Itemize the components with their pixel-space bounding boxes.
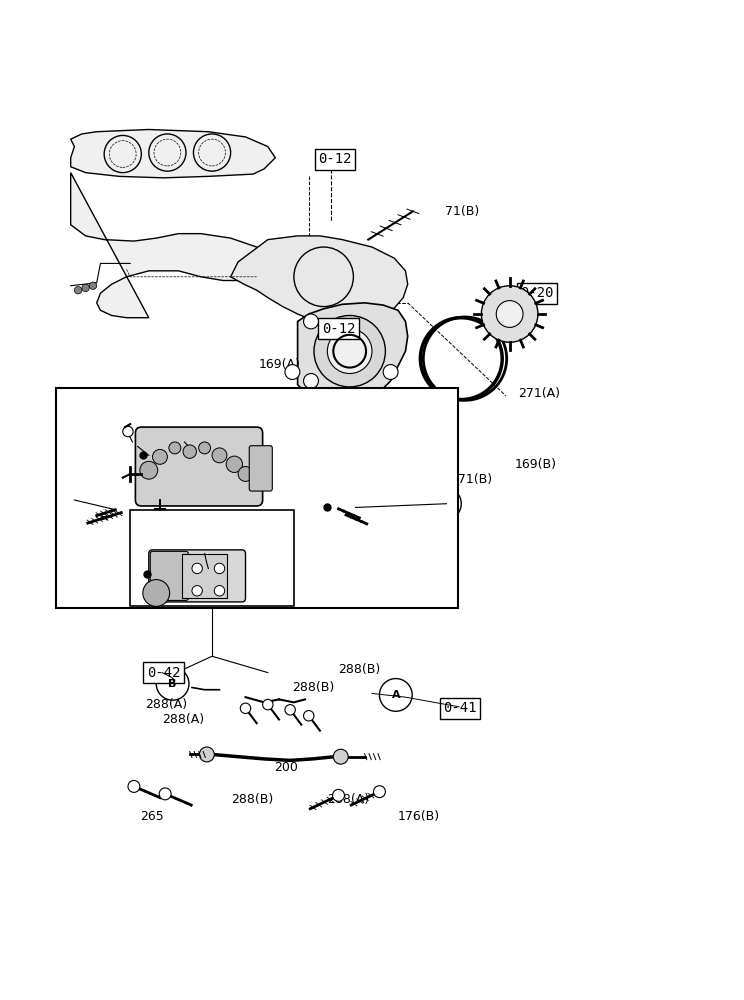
Circle shape xyxy=(226,456,243,472)
Circle shape xyxy=(373,786,385,798)
Text: 265: 265 xyxy=(140,810,164,823)
PathPatch shape xyxy=(71,173,279,318)
Circle shape xyxy=(314,315,385,387)
PathPatch shape xyxy=(231,236,408,323)
Text: 0-20: 0-20 xyxy=(520,286,554,300)
Circle shape xyxy=(153,449,167,464)
Circle shape xyxy=(304,374,318,388)
Circle shape xyxy=(192,563,202,574)
Circle shape xyxy=(214,563,225,574)
Circle shape xyxy=(192,586,202,596)
Circle shape xyxy=(169,442,181,454)
Text: 169(B): 169(B) xyxy=(515,458,557,471)
Text: 288(B): 288(B) xyxy=(339,663,381,676)
Text: 205: 205 xyxy=(289,486,312,499)
Circle shape xyxy=(304,314,318,329)
FancyBboxPatch shape xyxy=(130,510,294,606)
Circle shape xyxy=(123,426,133,437)
Text: 176(B): 176(B) xyxy=(398,810,440,823)
Text: A: A xyxy=(391,690,400,700)
Text: 288(B): 288(B) xyxy=(231,793,273,806)
Text: 271(B): 271(B) xyxy=(450,473,493,486)
Circle shape xyxy=(327,329,372,374)
Circle shape xyxy=(199,442,211,454)
Text: 0-12: 0-12 xyxy=(321,322,356,336)
Circle shape xyxy=(481,286,538,342)
Circle shape xyxy=(82,284,89,292)
FancyBboxPatch shape xyxy=(56,388,458,608)
Circle shape xyxy=(214,586,225,596)
Circle shape xyxy=(128,780,140,792)
Text: 0-42: 0-42 xyxy=(147,666,181,680)
Text: 0-12: 0-12 xyxy=(318,152,352,166)
Text: A: A xyxy=(72,496,81,506)
Circle shape xyxy=(263,699,273,710)
FancyBboxPatch shape xyxy=(135,427,263,506)
Circle shape xyxy=(74,286,82,294)
Circle shape xyxy=(240,703,251,714)
Circle shape xyxy=(140,461,158,479)
Text: 0-41: 0-41 xyxy=(443,701,477,715)
Circle shape xyxy=(183,445,196,458)
Circle shape xyxy=(89,282,97,289)
Circle shape xyxy=(496,301,523,327)
Text: 169(A): 169(A) xyxy=(259,358,301,371)
Text: 288(B): 288(B) xyxy=(292,681,334,694)
Text: 288(A): 288(A) xyxy=(327,793,370,806)
FancyBboxPatch shape xyxy=(149,550,246,602)
Circle shape xyxy=(143,580,170,606)
Circle shape xyxy=(285,705,295,715)
Text: 71(B): 71(B) xyxy=(445,205,479,218)
Text: 288(A): 288(A) xyxy=(162,713,205,726)
Text: 200: 200 xyxy=(274,761,298,774)
Text: B: B xyxy=(440,499,449,509)
Text: B: B xyxy=(168,679,177,689)
Circle shape xyxy=(238,467,253,481)
Circle shape xyxy=(212,448,227,463)
PathPatch shape xyxy=(71,129,275,178)
Circle shape xyxy=(333,749,348,764)
Text: 424: 424 xyxy=(205,546,228,559)
Text: 2: 2 xyxy=(132,435,141,448)
Circle shape xyxy=(304,711,314,721)
Circle shape xyxy=(285,365,300,379)
FancyBboxPatch shape xyxy=(182,554,227,598)
Text: 6: 6 xyxy=(420,440,429,453)
Circle shape xyxy=(333,789,344,801)
Circle shape xyxy=(159,788,171,800)
FancyBboxPatch shape xyxy=(150,551,188,600)
Text: 1: 1 xyxy=(185,432,193,445)
Text: 288(A): 288(A) xyxy=(145,698,187,711)
Text: 271(A): 271(A) xyxy=(518,387,559,400)
Text: 382: 382 xyxy=(289,469,312,482)
PathPatch shape xyxy=(298,303,408,403)
Circle shape xyxy=(443,448,458,463)
Circle shape xyxy=(383,365,398,379)
FancyBboxPatch shape xyxy=(249,446,272,491)
Circle shape xyxy=(199,747,214,762)
